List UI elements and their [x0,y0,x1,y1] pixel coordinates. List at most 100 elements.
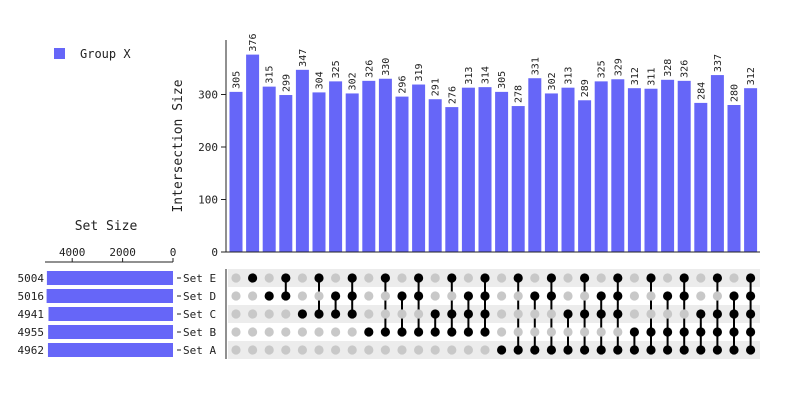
membership-dot-active [696,345,706,355]
membership-dot-inactive [580,291,590,301]
membership-dot-active [712,327,723,337]
membership-dot-active [613,291,623,301]
membership-dot-inactive [629,291,640,301]
membership-dot-active [480,273,490,283]
membership-dot-active [563,345,573,355]
bar-value-label: 280 [730,84,741,102]
membership-dot-inactive [546,309,557,319]
set-size-tick-label: 2000 [109,246,136,259]
membership-dot-active [480,291,490,301]
membership-dot-inactive [663,273,673,283]
intersection-axis-title: Intersection Size [171,79,186,212]
membership-dot-inactive [414,345,424,355]
membership-dot-inactive [414,309,424,319]
set-name-label: Set D [183,290,216,303]
membership-dot-active [513,273,523,283]
intersection-bar [412,84,426,253]
membership-dot-active [513,345,523,355]
set-size-bar [46,289,173,303]
row-shade [228,305,760,323]
set-name-label: Set A [183,344,216,357]
bar-value-label: 291 [431,78,442,96]
intersection-bar [744,88,758,252]
set-name-label: Set E [183,272,216,285]
membership-dot-active [530,345,540,355]
membership-dot-active [430,327,440,337]
membership-dot-inactive [347,327,357,337]
intersection-bar [229,91,243,252]
bar-value-label: 319 [414,63,425,81]
membership-dot-active [397,327,407,337]
intersection-bar [694,102,708,253]
intersection-bar [461,87,475,252]
membership-dot-inactive [380,291,390,301]
membership-dot-inactive [397,309,407,319]
membership-dot-active [696,327,706,337]
membership-dot-active [696,309,706,319]
membership-dot-inactive [646,309,656,319]
intersection-bar [428,99,442,252]
membership-dot-active [347,291,357,301]
bar-value-label: 313 [564,67,575,85]
bar-value-label: 312 [630,67,641,85]
membership-dot-active [712,273,723,283]
membership-dot-active [746,327,756,337]
membership-dot-active [729,309,739,319]
membership-dot-inactive [331,327,341,337]
legend-label: Group X [80,47,131,61]
membership-dot-active [746,309,756,319]
intersection-bar [378,78,392,252]
intersection-bar [312,92,326,253]
membership-dot-active [596,291,606,301]
intersection-bar [478,87,492,253]
membership-dot-inactive [447,291,457,301]
membership-dot-inactive [364,291,374,301]
membership-dot-active [679,345,689,355]
set-size-bars: 4000 2000 0 5004 Set E 5016 Set D 4941 Set C 4955… [18,246,227,359]
membership-dot-active [447,309,457,319]
membership-dot-inactive [364,273,374,283]
membership-dot-active [414,291,424,301]
membership-dot-active [380,327,390,337]
membership-dot-inactive [248,327,258,337]
membership-dot-inactive [497,291,507,301]
set-size-tick-label: 4000 [59,246,86,259]
membership-dot-inactive [231,327,241,337]
membership-dot-active [380,273,390,283]
membership-dot-inactive [696,291,706,301]
membership-dot-active [463,327,473,337]
intersection-bar [329,81,343,252]
membership-dot-active [463,291,473,301]
membership-dot-active [729,345,739,355]
membership-dot-inactive [447,345,457,355]
intersection-bar [627,88,641,252]
set-size-value: 4962 [18,344,45,357]
membership-dot-inactive [314,345,324,355]
membership-dot-inactive [430,345,440,355]
intersection-bar [727,105,741,252]
membership-dot-inactive [231,273,241,283]
intersection-bar [295,69,309,252]
membership-dot-inactive [430,273,440,283]
set-size-value: 5016 [18,290,45,303]
membership-dot-active [447,273,457,283]
membership-dot-active [663,327,673,337]
membership-dot-active [580,309,590,319]
set-name-label: Set B [183,326,216,339]
bar-value-label: 284 [696,82,707,100]
membership-dot-inactive [530,309,540,319]
membership-dot-active [596,345,606,355]
membership-dot-active [729,291,739,301]
membership-dot-active [497,345,507,355]
membership-dot-active [679,291,689,301]
membership-dot-active [712,309,723,319]
intersection-bar [661,79,675,252]
membership-dot-active [331,291,341,301]
membership-dot-inactive [331,345,341,355]
bar-value-label: 302 [547,72,558,90]
membership-dot-inactive [248,291,258,301]
membership-dot-active [712,345,723,355]
y-tick-label: 300 [198,89,218,102]
legend: Group X [54,47,131,61]
